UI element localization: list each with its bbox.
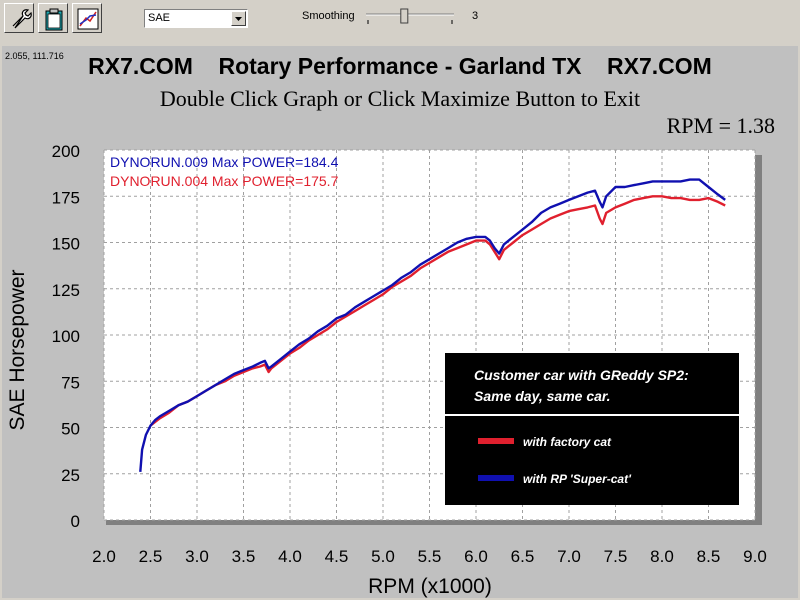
x-tick-label: 2.5 [139, 547, 163, 566]
rpm-readout: RPM = 1.38 [666, 113, 775, 138]
annotation-box: Customer car with GReddy SP2: Same day, s… [445, 353, 739, 505]
y-axis-label: SAE Horsepower [6, 269, 29, 430]
x-tick-label: 4.0 [278, 547, 302, 566]
series-line-dynorun-009 [139, 178, 726, 472]
wrench-icon[interactable] [4, 3, 34, 33]
x-tick-label: 6.0 [464, 547, 488, 566]
annotation-headline: Customer car with GReddy SP2: [474, 367, 689, 383]
axis-ticks: 2.0 2.5 3.0 3.5 4.0 4.5 5.0 5.5 6.0 6.5 7.0 7.5 8.0 8… [52, 142, 767, 566]
y-tick-label: 0 [71, 512, 80, 531]
annotation-headline: Same day, same car. [474, 388, 610, 404]
x-tick-label: 7.0 [557, 547, 581, 566]
x-tick-label: 8.0 [650, 547, 674, 566]
chevron-down-icon[interactable] [231, 11, 246, 26]
series-lines [139, 178, 726, 472]
annotation-label: with RP 'Super-cat' [523, 472, 632, 486]
annotation-swatch [478, 475, 514, 481]
cursor-readout: 2.055, 111.716 [5, 51, 64, 61]
x-tick-label: 2.0 [92, 547, 116, 566]
x-axis-label: RPM (x1000) [368, 575, 492, 598]
annotation-swatch [478, 438, 514, 444]
annotation-label: with factory cat [523, 435, 612, 449]
toolbar: SAE Smoothing 3 [0, 0, 800, 36]
x-tick-label: 3.0 [185, 547, 209, 566]
smoothing-slider[interactable] [366, 8, 454, 28]
y-tick-label: 25 [61, 466, 80, 485]
y-tick-label: 75 [61, 373, 80, 392]
chart-subtitle: Double Click Graph or Click Maximize But… [159, 86, 641, 111]
smoothing-value: 3 [472, 10, 479, 22]
series-line-dynorun-004 [149, 195, 726, 427]
y-tick-label: 175 [52, 188, 80, 207]
x-tick-label: 9.0 [743, 547, 767, 566]
chart-title: RX7.COM Rotary Performance - Garland TX … [88, 53, 712, 79]
y-tick-label: 150 [52, 235, 80, 254]
y-tick-label: 50 [61, 420, 80, 439]
chart-legend: DYNORUN.009 Max POWER=184.4 DYNORUN.004 M… [110, 154, 339, 189]
units-select[interactable]: SAE [144, 9, 248, 28]
y-tick-label: 125 [52, 281, 80, 300]
units-select-value: SAE [148, 12, 171, 24]
x-tick-label: 6.5 [511, 547, 535, 566]
smoothing-slider-thumb[interactable] [400, 8, 409, 24]
x-tick-label: 5.5 [418, 547, 442, 566]
graph-icon[interactable] [72, 3, 102, 33]
x-tick-label: 7.5 [604, 547, 628, 566]
smoothing-label: Smoothing [302, 10, 355, 22]
y-tick-label: 200 [52, 142, 80, 161]
y-tick-label: 100 [52, 327, 80, 346]
x-tick-label: 4.5 [325, 547, 349, 566]
clipboard-icon[interactable] [38, 3, 68, 33]
legend-entry: DYNORUN.004 Max POWER=175.7 [110, 173, 339, 189]
x-tick-label: 8.5 [697, 547, 721, 566]
x-tick-label: 3.5 [232, 547, 256, 566]
x-tick-label: 5.0 [371, 547, 395, 566]
legend-entry: DYNORUN.009 Max POWER=184.4 [110, 154, 339, 170]
